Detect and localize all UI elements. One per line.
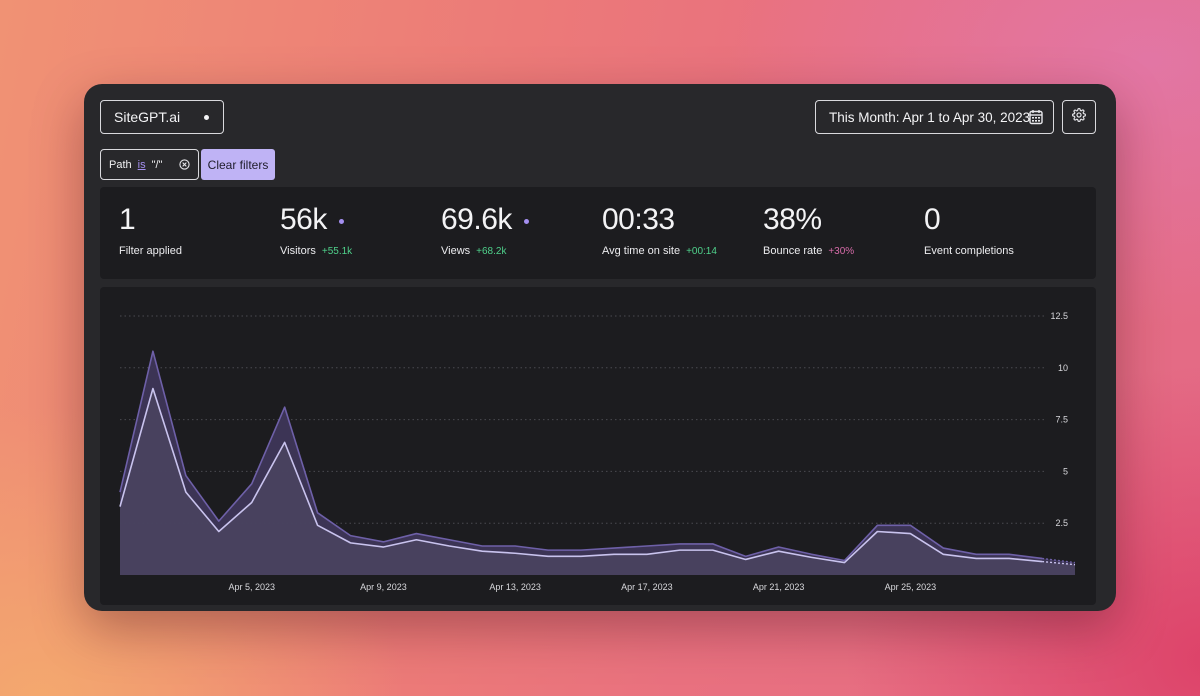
stat-filters-applied: 1 Filter applied: [119, 203, 182, 257]
y-tick-label: 12.5: [1050, 311, 1068, 321]
stat-label: Visitors: [280, 245, 316, 257]
gear-icon: [1072, 107, 1086, 127]
line-visitors-projected: [1042, 560, 1076, 566]
traffic-chart-svg: 12.5 10 7.5 5 2.5 Apr 5, 2023 Apr 9, 2023 Apr 1…: [119, 311, 1076, 592]
stat-change: +68.2k: [476, 246, 507, 257]
stat-value: 00:33: [602, 203, 675, 236]
x-tick-label: Apr 13, 2023: [489, 582, 541, 592]
line-visitors: [119, 387, 1043, 564]
stat-visitors[interactable]: 56k Visitors +55.1k: [280, 203, 352, 257]
line-views-projected: [1041, 557, 1076, 564]
stat-avg-time[interactable]: 00:33 Avg time on site +00:14: [602, 203, 717, 257]
stat-value: 56k: [280, 203, 327, 236]
stat-value: 0: [924, 203, 941, 236]
filter-value: "/": [151, 158, 163, 171]
stats-bar: 1 Filter applied 56k Visitors +55.1k 69.6…: [100, 187, 1096, 279]
stat-label: Views: [441, 245, 471, 257]
stat-value: 38%: [763, 203, 822, 236]
dashboard-panel: SiteGPT.ai This Month: Apr 1 to Apr 30, …: [84, 84, 1116, 611]
stat-event-completions[interactable]: 0 Event completions: [924, 203, 1014, 257]
stat-change: +00:14: [686, 246, 717, 257]
stat-value: 1: [119, 203, 136, 236]
x-tick-label: Apr 25, 2023: [885, 582, 937, 592]
date-range-label: This Month: Apr 1 to Apr 30, 2023: [829, 109, 1031, 125]
stat-label: Avg time on site: [602, 245, 681, 257]
x-tick-label: Apr 21, 2023: [753, 582, 805, 592]
area-visitors: [120, 388, 1075, 575]
stat-label: Bounce rate: [763, 245, 823, 257]
calendar-icon: [1029, 109, 1043, 128]
filter-operator[interactable]: is: [137, 158, 146, 171]
settings-button[interactable]: [1062, 100, 1096, 134]
stat-views[interactable]: 69.6k Views +68.2k: [441, 203, 529, 257]
traffic-chart[interactable]: 12.5 10 7.5 5 2.5 Apr 5, 2023 Apr 9, 2023 Apr 1…: [100, 287, 1096, 605]
series-dot-icon: [523, 218, 529, 224]
remove-filter-icon[interactable]: [179, 159, 190, 173]
filter-field: Path: [109, 158, 132, 171]
series-dot-icon: [338, 218, 344, 224]
x-tick-label: Apr 17, 2023: [621, 582, 673, 592]
y-tick-label: 2.5: [1055, 518, 1068, 528]
date-range-picker[interactable]: This Month: Apr 1 to Apr 30, 2023: [815, 100, 1054, 134]
stat-change: +30%: [828, 246, 855, 257]
stat-change: +55.1k: [321, 246, 353, 257]
site-selector-label: SiteGPT.ai: [114, 109, 181, 125]
clear-filters-button[interactable]: Clear filters: [201, 149, 275, 180]
line-views: [119, 350, 1043, 562]
site-selector[interactable]: SiteGPT.ai: [100, 100, 224, 134]
path-filter-chip[interactable]: Path is "/": [100, 149, 199, 180]
x-tick-label: Apr 9, 2023: [360, 582, 407, 592]
stat-bounce-rate[interactable]: 38% Bounce rate +30%: [763, 203, 854, 257]
y-tick-label: 10: [1058, 363, 1068, 373]
stat-label: Filter applied: [119, 245, 182, 257]
x-tick-label: Apr 5, 2023: [228, 582, 275, 592]
stat-value: 69.6k: [441, 203, 512, 236]
y-tick-label: 7.5: [1055, 415, 1068, 425]
stat-label: Event completions: [924, 245, 1014, 257]
y-tick-label: 5: [1063, 466, 1068, 476]
site-selector-dot-icon: [204, 115, 209, 120]
